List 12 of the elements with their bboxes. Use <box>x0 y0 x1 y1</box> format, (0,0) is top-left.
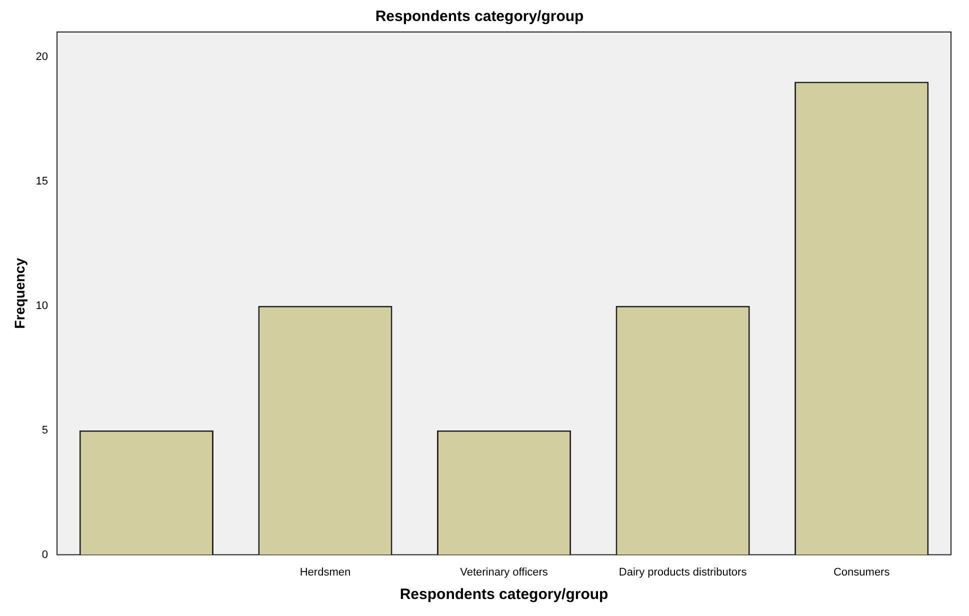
x-tick-label: Dairy products distributors <box>618 566 748 578</box>
y-axis-title: Frequency <box>11 258 28 329</box>
x-tick-label: Herdsmen <box>300 566 351 578</box>
y-tick-label: 10 <box>36 300 48 312</box>
y-tick-label: 15 <box>36 175 48 188</box>
x-tick-label: Consumers <box>833 566 890 578</box>
x-axis-title: Respondents category/group <box>400 586 608 604</box>
y-tick-label: 20 <box>36 50 48 63</box>
chart-title: Respondents category/group <box>375 8 584 26</box>
y-tick-label: 5 <box>42 424 48 436</box>
y-tick-label: 0 <box>42 548 48 561</box>
x-tick-label: Veterinary officers <box>460 566 548 578</box>
